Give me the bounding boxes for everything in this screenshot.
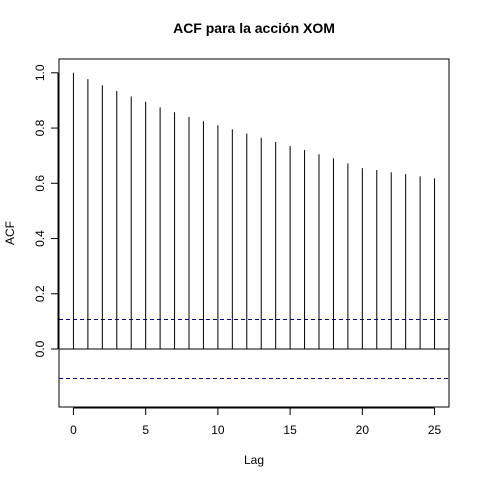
plot-frame: [58, 58, 450, 408]
y-tick-label-0.6: 0.6: [33, 175, 47, 192]
x-tick-label-15: 15: [283, 423, 297, 437]
y-tick-label-0.8: 0.8: [33, 119, 47, 136]
y-axis-label: ACF: [3, 221, 17, 245]
y-tick-label-0.4: 0.4: [33, 230, 47, 247]
plot-area: 0 5 10 15 20 25 0.0 0.2 0.4 0.6 0.8 1.0: [33, 58, 450, 437]
y-tick-label-1.0: 1.0: [33, 64, 47, 81]
x-tick-label-20: 20: [356, 423, 370, 437]
chart-title: ACF para la acción XOM: [173, 20, 335, 36]
x-axis-label: Lag: [244, 453, 264, 467]
x-tick-label-25: 25: [428, 423, 442, 437]
x-tick-label-5: 5: [142, 423, 149, 437]
y-tick-label-0.0: 0.0: [33, 340, 47, 357]
y-tick-label-0.2: 0.2: [33, 285, 47, 302]
x-tick-label-10: 10: [211, 423, 225, 437]
x-tick-label-0: 0: [70, 423, 77, 437]
